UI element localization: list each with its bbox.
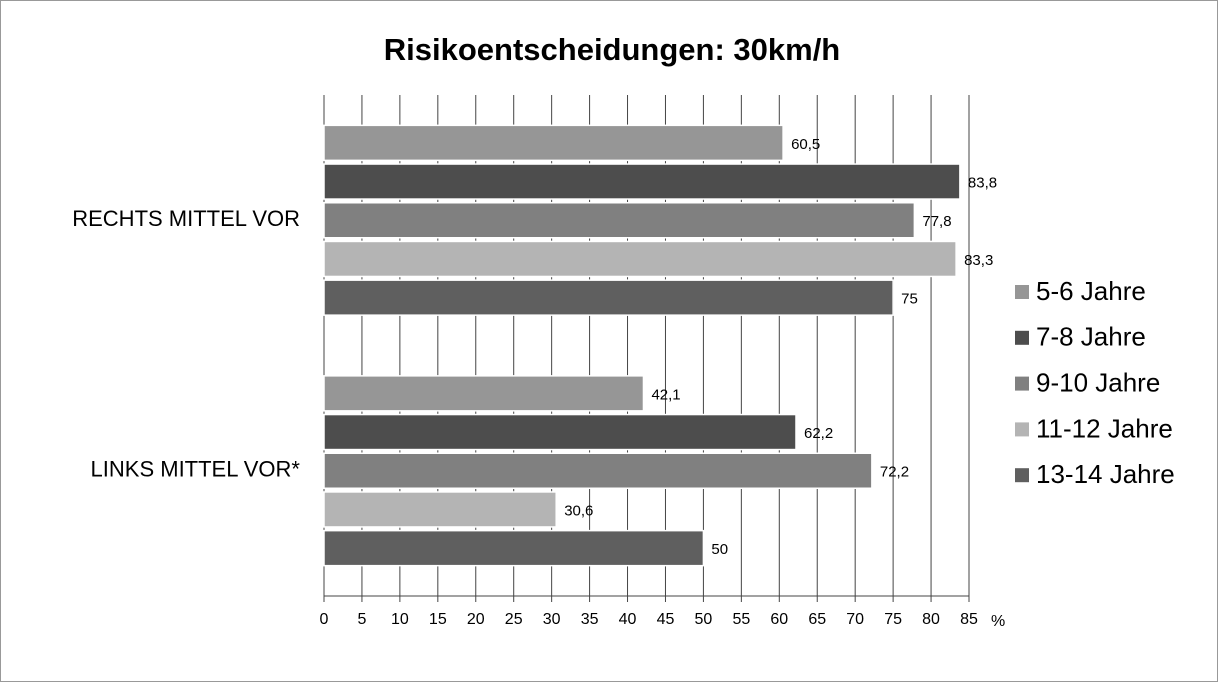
x-tick-label: 70: [846, 611, 864, 628]
bar: [323, 413, 797, 451]
x-tick-label: 10: [391, 611, 409, 628]
x-tick-label: 85: [960, 611, 978, 628]
legend-swatch: [1015, 422, 1029, 437]
legend-swatch: [1015, 285, 1029, 299]
bar: [323, 202, 916, 239]
x-tick-label: 35: [581, 611, 599, 628]
legend-swatch: [1015, 330, 1029, 345]
x-tick-label: 80: [922, 611, 940, 628]
x-tick-label: 25: [505, 611, 523, 628]
value-label: 60,5: [791, 136, 820, 153]
value-label: 62,2: [804, 425, 833, 442]
bar: [323, 279, 894, 316]
value-label: 72,2: [880, 464, 909, 481]
value-label: 83,8: [968, 175, 997, 192]
x-tick-label: 5: [357, 611, 366, 628]
bar: [323, 375, 645, 412]
x-tick-label: 55: [732, 611, 750, 628]
x-axis-label: %: [991, 613, 1005, 630]
legend-label: 9-10 Jahre: [1036, 367, 1160, 397]
bar: [323, 163, 961, 200]
value-label: 77,8: [922, 213, 951, 230]
bar: [323, 452, 873, 489]
x-tick-label: 40: [619, 611, 637, 628]
x-tick-label: 60: [770, 611, 788, 628]
y-tick-label: RECHTS MITTEL VOR: [72, 206, 300, 231]
y-tick-label: LINKS MITTEL VOR*: [91, 457, 301, 482]
x-tick-label: 15: [429, 611, 447, 628]
value-label: 30,6: [564, 502, 593, 519]
legend-swatch: [1015, 468, 1029, 483]
x-tick-label: 45: [657, 611, 675, 628]
value-label: 50: [711, 541, 728, 558]
legend-label: 5-6 Jahre: [1036, 276, 1146, 306]
chart-title: Risikoentscheidungen: 30km/h: [384, 32, 841, 67]
bar: [323, 529, 705, 567]
bar: [323, 240, 957, 278]
legend-label: 13-14 Jahre: [1036, 459, 1175, 489]
x-tick-label: 30: [543, 611, 561, 628]
x-tick-label: 0: [320, 611, 329, 628]
x-tick-label: 20: [467, 611, 485, 628]
x-tick-label: 50: [695, 611, 713, 628]
x-tick-label: 75: [884, 611, 902, 628]
x-tick-label: 65: [808, 611, 826, 628]
value-label: 75: [901, 291, 918, 308]
value-label: 42,1: [651, 386, 680, 403]
bar: [323, 124, 784, 162]
value-label: 83,3: [964, 252, 993, 269]
bar: [323, 491, 557, 528]
legend-label: 11-12 Jahre: [1036, 413, 1173, 443]
legend-swatch: [1015, 376, 1029, 391]
legend-label: 7-8 Jahre: [1036, 322, 1146, 352]
